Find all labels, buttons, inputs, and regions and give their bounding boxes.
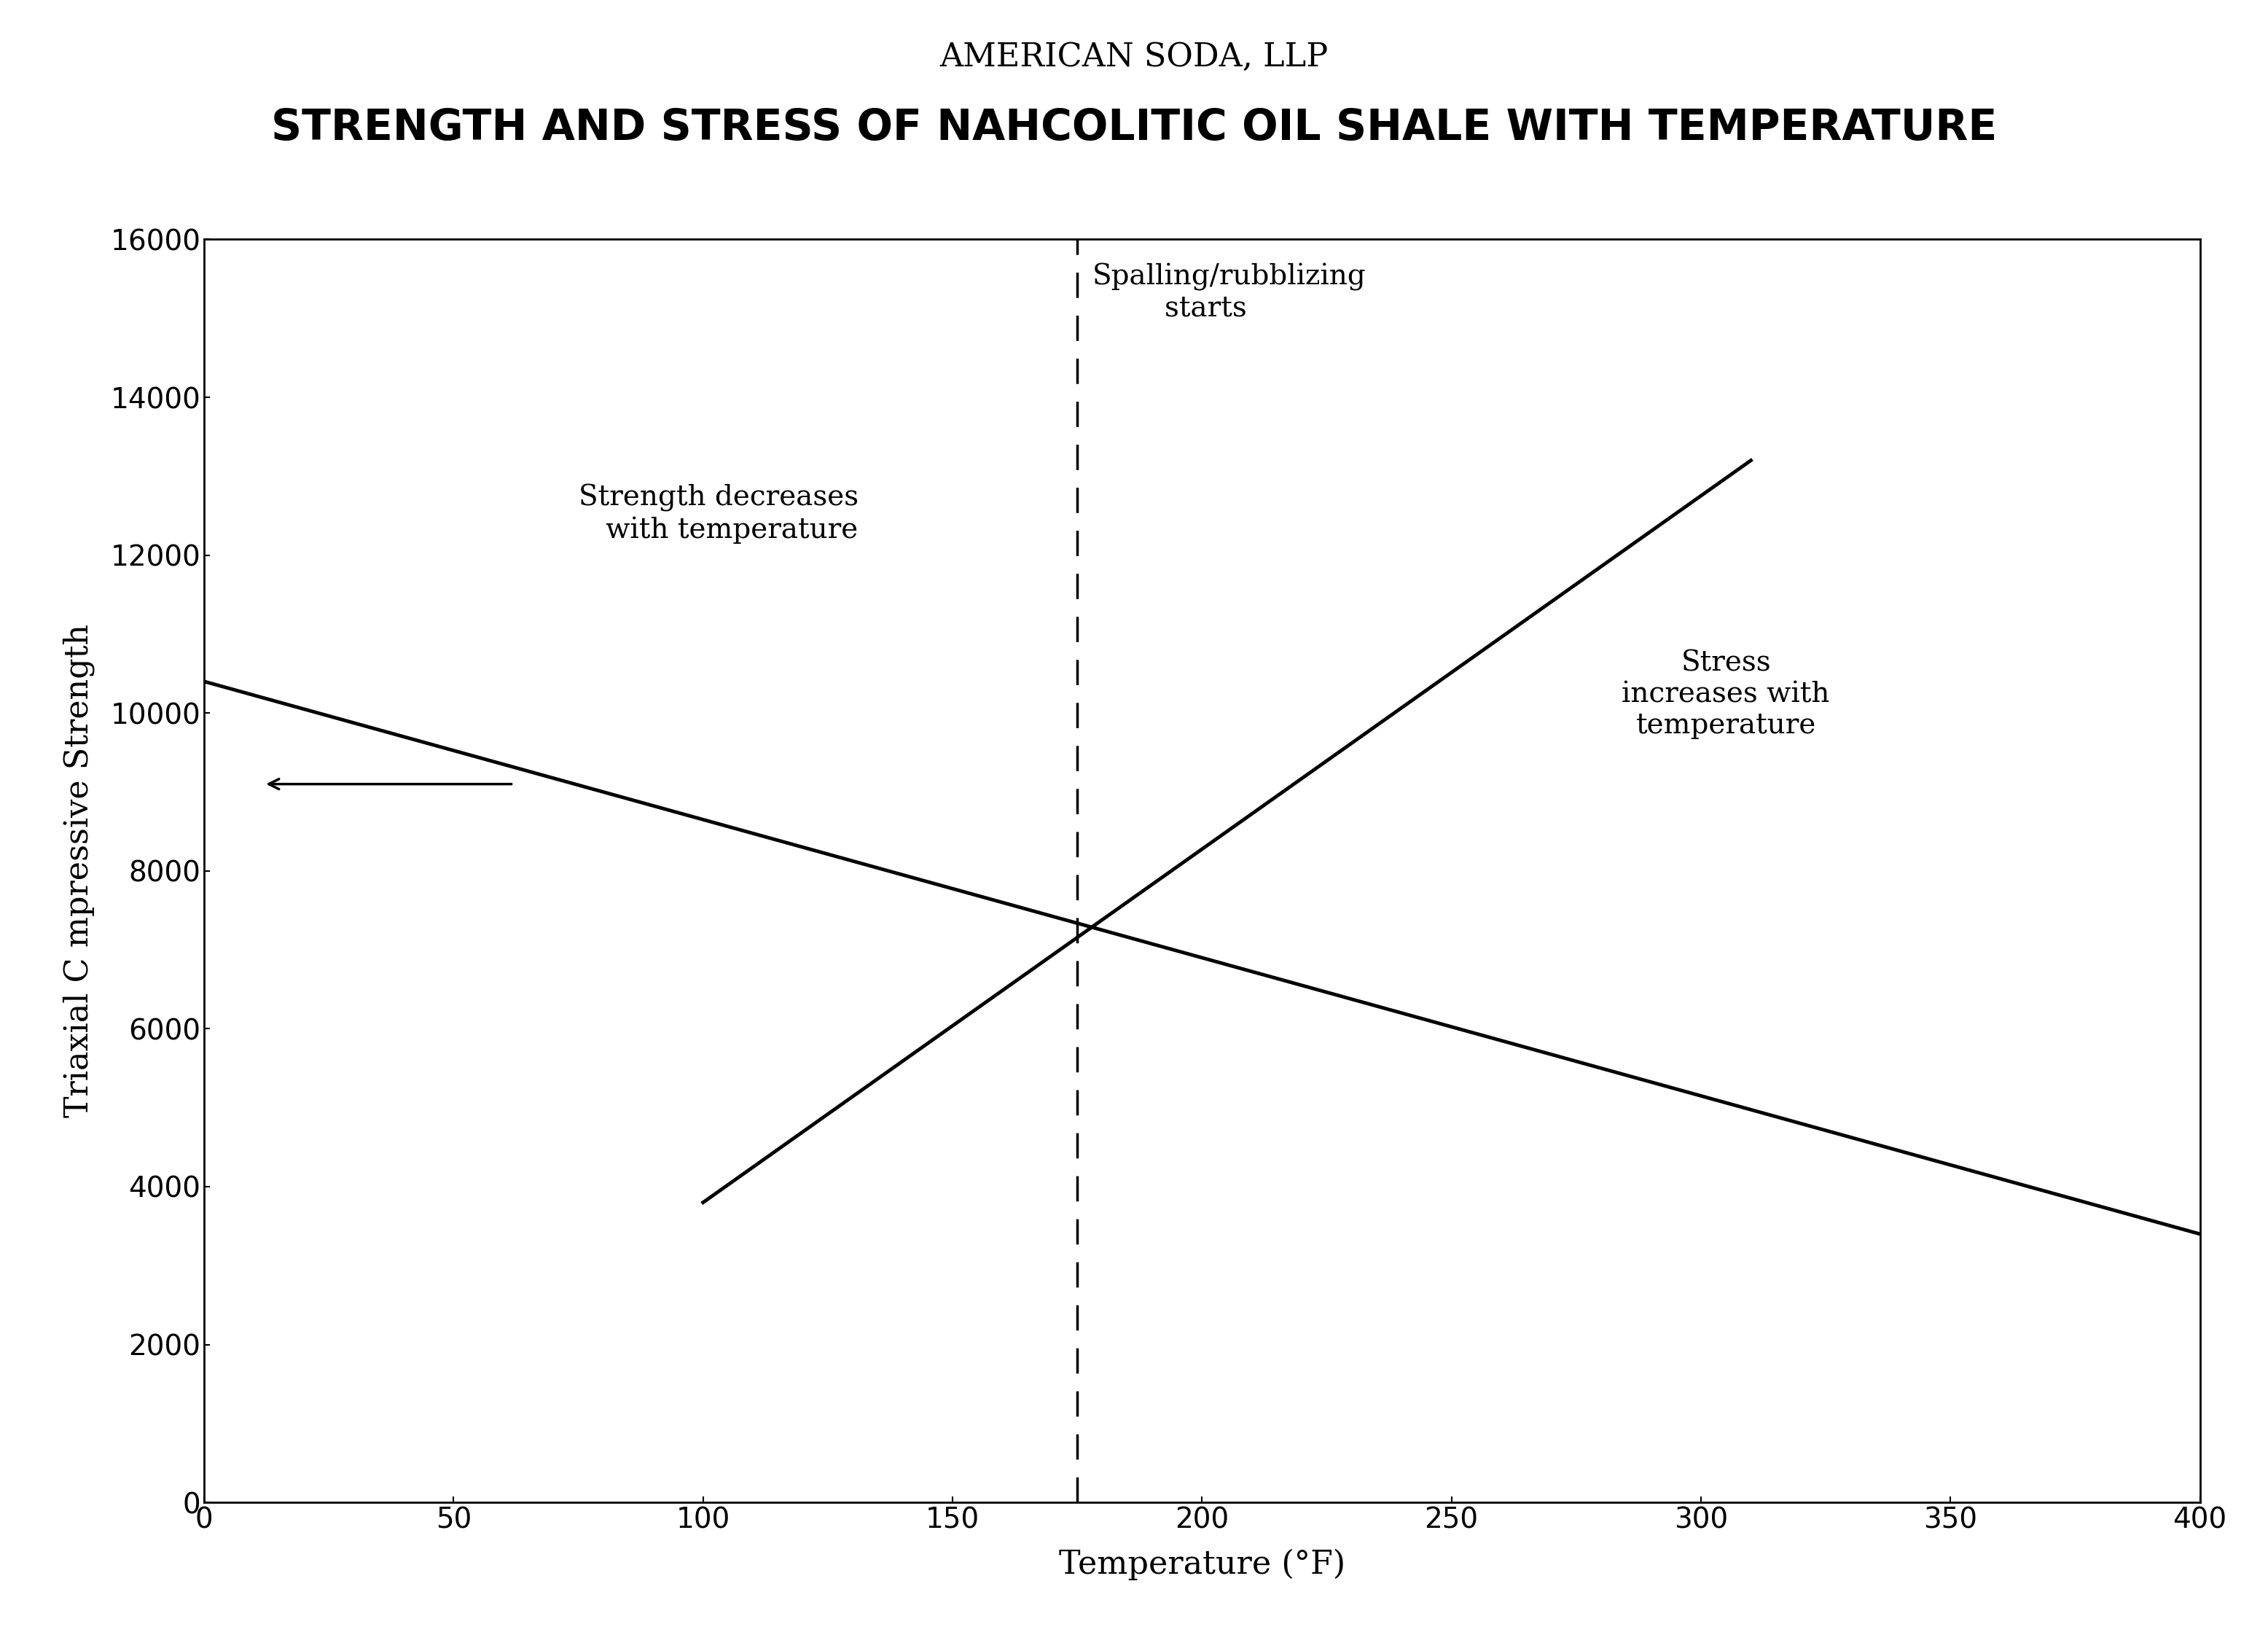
Text: Stress
increases with
temperature: Stress increases with temperature: [1622, 650, 1830, 740]
Y-axis label: Triaxial C mpressive Strength: Triaxial C mpressive Strength: [64, 624, 95, 1118]
X-axis label: Temperature (°F): Temperature (°F): [1059, 1549, 1345, 1580]
Text: AMERICAN SODA, LLP: AMERICAN SODA, LLP: [939, 41, 1329, 73]
Text: STRENGTH AND STRESS OF NAHCOLITIC OIL SHALE WITH TEMPERATURE: STRENGTH AND STRESS OF NAHCOLITIC OIL SH…: [270, 107, 1998, 149]
Text: Spalling/rubblizing
        starts: Spalling/rubblizing starts: [1093, 263, 1365, 322]
Text: Strength decreases
   with temperature: Strength decreases with temperature: [578, 484, 857, 543]
